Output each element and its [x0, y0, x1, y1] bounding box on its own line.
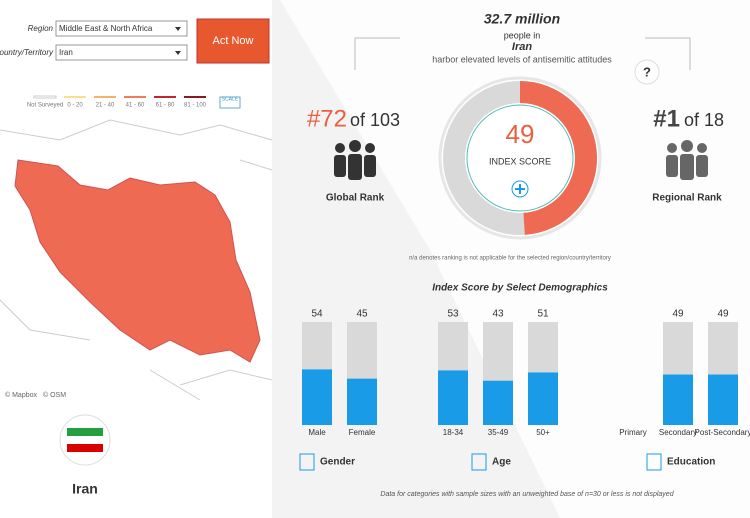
value-label: 51	[537, 309, 549, 320]
category-label: Female	[349, 428, 376, 437]
legend-label: Not Surveyed	[27, 103, 63, 109]
bar	[663, 374, 693, 425]
value-label: 49	[717, 309, 729, 320]
legend-swatch	[154, 96, 176, 98]
help-button[interactable]	[634, 59, 660, 85]
value-label: 43	[492, 309, 504, 320]
plus-icon	[515, 184, 525, 194]
country-name: Iran	[72, 481, 98, 497]
scale-label: SCALE	[222, 96, 239, 102]
legend: Not Surveyed 0 - 20 21 - 40 41 - 60 61 - 80 8…	[27, 95, 207, 109]
group-label: Education	[667, 457, 715, 468]
country-value: Iran	[59, 48, 73, 57]
group-icon	[299, 453, 315, 471]
note: n/a denotes ranking is not applicable fo…	[409, 256, 611, 262]
legend-label: 0 - 20	[67, 103, 83, 109]
bar	[438, 370, 468, 425]
button-label: Act Now	[213, 35, 254, 47]
value-label: 49	[672, 309, 684, 320]
headline-count: 32.7 million	[484, 11, 560, 27]
legend-label: 21 - 40	[96, 103, 115, 109]
help-icon: ?	[643, 64, 651, 79]
attribution: © Mapbox	[5, 391, 38, 399]
people-icon	[334, 140, 376, 180]
gauge-center	[466, 104, 574, 212]
gauge	[519, 81, 597, 235]
headline-text: people in	[504, 30, 541, 40]
legend-label: 41 - 60	[126, 103, 145, 109]
country-shape	[14, 159, 261, 363]
headline-country: Iran	[512, 41, 532, 53]
people-icon	[666, 140, 708, 180]
value-label: 54	[311, 309, 323, 320]
region-label: Region	[28, 24, 54, 33]
bar	[708, 374, 738, 425]
group-icon	[471, 453, 487, 471]
rank-number: #72	[307, 105, 347, 132]
demographics-title: Index Score by Select Demographics	[432, 283, 608, 294]
region-select[interactable]	[55, 20, 188, 37]
dropdown-arrow	[175, 27, 181, 31]
rank-of: of 103	[350, 110, 400, 130]
bar	[483, 380, 513, 425]
rank-label: Regional Rank	[652, 193, 722, 204]
rank-label: Global Rank	[326, 193, 385, 204]
bracket	[354, 37, 691, 70]
gauge-arc	[519, 81, 597, 235]
category-label: Secondary	[659, 428, 697, 437]
bar	[528, 372, 558, 425]
category-label: 50+	[536, 428, 550, 437]
flag-stripe	[67, 428, 103, 436]
backdrop	[280, 0, 750, 518]
flag	[59, 414, 111, 466]
attribution: © OSM	[43, 391, 66, 399]
group-icon	[646, 453, 662, 471]
borders	[0, 119, 273, 401]
act-now-button[interactable]	[196, 18, 270, 64]
country-select[interactable]	[55, 44, 188, 61]
headline-text: harbor elevated levels of antisemitic at…	[432, 54, 612, 64]
legend-swatch	[184, 96, 206, 98]
country-card	[0, 405, 272, 518]
legend-label: 61 - 80	[156, 103, 175, 109]
index-value: 49	[506, 119, 535, 149]
group-label: Age	[492, 457, 511, 468]
flag-stripe	[67, 444, 103, 452]
category-label: 35-49	[488, 428, 509, 437]
footnote: Data for categories with sample sizes wi…	[380, 491, 674, 498]
index-label: INDEX SCORE	[489, 156, 551, 166]
category-label: Primary	[619, 428, 647, 437]
legend-label: 81 - 100	[184, 103, 207, 109]
region-value: Middle East & North Africa	[59, 24, 153, 33]
rank-of: of 18	[684, 110, 724, 130]
bar	[302, 369, 332, 425]
legend-swatch	[124, 96, 146, 98]
legend-swatch	[64, 96, 86, 98]
value-label: 53	[447, 309, 459, 320]
dropdown-arrow	[175, 51, 181, 55]
country-label: Country/Territory	[0, 48, 54, 57]
scale-button[interactable]	[219, 96, 241, 109]
category-label: Male	[308, 428, 326, 437]
value-label: 45	[356, 309, 368, 320]
demographics-chart: Male 54 Female 45 Gender 18-34 53 35-49 43 50+ 51 A…	[299, 309, 750, 471]
bar	[347, 378, 377, 425]
category-label: Post-Secondary	[695, 428, 750, 437]
legend-swatch	[33, 95, 57, 99]
group-label: Gender	[320, 457, 355, 468]
rank-number: #1	[653, 105, 680, 132]
legend-swatch	[94, 96, 116, 98]
category-label: 18-34	[443, 428, 464, 437]
